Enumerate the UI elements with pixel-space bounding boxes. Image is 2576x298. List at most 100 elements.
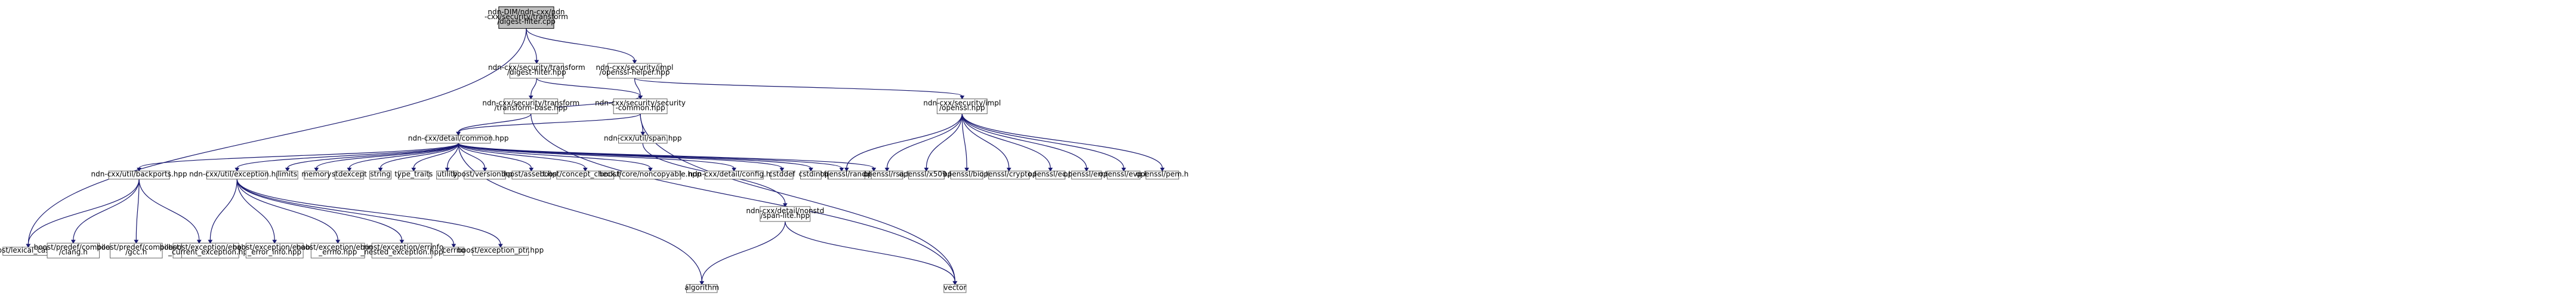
node-cstddef[interactable]: cstddef <box>769 170 795 180</box>
node-span-hpp[interactable]: ndn-cxx/util/span.hpp <box>604 134 682 144</box>
edge-detail_common_hpp-to-backports_hpp <box>138 143 459 168</box>
node-label-line: ndn-cxx/util/exception.hpp <box>189 170 285 179</box>
arrowhead-backports_hpp-to-predef_clang <box>70 239 76 244</box>
node-boost-version[interactable]: boost/version.hpp <box>453 170 517 180</box>
node-detail-config[interactable]: ndn-cxx/detail/config.hpp <box>689 170 780 180</box>
node-digest-filter-hpp[interactable]: ndn-cxx/security/transform/digest-filter… <box>488 63 585 79</box>
node-label-line: openssl/evp.h <box>1099 170 1149 179</box>
node-string[interactable]: string <box>369 170 391 180</box>
node-label-line: ndn-cxx/security/impl <box>596 63 674 72</box>
node-label-line: ndn-cxx/security/impl <box>923 99 1001 107</box>
edge-openssl_hpp-to-openssl_pem <box>961 113 1163 168</box>
node-openssl-ec[interactable]: openssl/ec.h <box>1028 170 1073 180</box>
edge-detail_common_hpp-to-boost_assert <box>458 143 532 168</box>
arrowhead-backports_hpp-to-predef_visualc <box>196 239 202 244</box>
node-label-line: openssl/ec.h <box>1028 170 1073 179</box>
node-span-lite[interactable]: ndn-cxx/detail/nonstd/span-lite.hpp <box>746 206 824 222</box>
edge-openssl_hpp-to-openssl_bio <box>961 113 967 168</box>
node-openssl-x509[interactable]: openssl/x509.h <box>899 170 954 180</box>
node-label-line: _nested_exception.hpp <box>360 248 443 256</box>
node-label-line: openssl/bio.h <box>943 170 990 179</box>
arrowhead-security_common_hpp-to-span_hpp <box>640 131 646 136</box>
node-label-line: ndn-cxx/util/span.hpp <box>604 134 682 143</box>
node-stdexcept[interactable]: stdexcept <box>332 170 367 180</box>
node-detail-common-hpp[interactable]: ndn-cxx/detail/common.hpp <box>408 134 509 144</box>
arrowhead-openssl_helper_hpp-to-openssl_hpp <box>960 96 965 100</box>
node-boost-noncopyable[interactable]: boost/core/noncopyable.hpp <box>599 170 701 180</box>
node-limits[interactable]: limits <box>276 170 298 180</box>
node-box <box>607 63 662 79</box>
node-box <box>509 63 564 79</box>
node-backports-hpp[interactable]: ndn-cxx/util/backports.hpp <box>91 170 187 180</box>
node-label-line: openssl/rand.h <box>820 170 873 179</box>
node-exception-hpp[interactable]: ndn-cxx/util/exception.hpp <box>189 170 285 180</box>
node-openssl-rsa[interactable]: openssl/rsa.h <box>863 170 911 180</box>
node-label-line: /transform-base.hpp <box>495 104 567 112</box>
node-algorithm[interactable]: algorithm <box>684 284 719 293</box>
edge-detail_common_hpp-to-algorithm <box>458 143 702 282</box>
node-label-line: /openssl-helper.hpp <box>600 68 670 76</box>
arrowhead-detail_common_hpp-to-type_traits <box>411 167 417 172</box>
node-label-line: boost/exception_ptr.hpp <box>457 246 544 254</box>
node-box <box>276 170 298 180</box>
node-exception-ptr[interactable]: boost/exception_ptr.hpp <box>457 246 544 256</box>
node-errinfo-nested[interactable]: boost/exception/errinfo_nested_exception… <box>360 242 443 259</box>
node-cstdint[interactable]: cstdint <box>798 170 823 180</box>
node-type-traits[interactable]: type_traits <box>394 170 433 180</box>
node-label-line: boost/exception/errinfo <box>296 243 380 251</box>
node-label-line: /openssl.hpp <box>939 104 985 112</box>
node-openssl-crypto[interactable]: openssl/crypto.h <box>979 170 1039 180</box>
edge-detail_common_hpp-to-boost_concept_check <box>458 143 586 168</box>
node-boost-concept-check[interactable]: boost/concept_check.hpp <box>539 170 631 180</box>
node-label-line: ndn-cxx/security/transform <box>482 99 579 107</box>
node-enable-current-exception[interactable]: boost/exception/enable_current_exception… <box>168 242 252 259</box>
arrowhead-detail_common_hpp-to-stdexcept <box>347 167 352 172</box>
node-predef-clang[interactable]: boost/predef/compiler/clang.h <box>34 242 113 259</box>
node-box <box>369 170 391 180</box>
node-box <box>760 206 811 222</box>
node-openssl-rand[interactable]: openssl/rand.h <box>820 170 873 180</box>
node-box <box>511 170 551 180</box>
edge-exception_hpp-to-enable_error_info <box>236 179 275 241</box>
node-label-line: string <box>370 170 390 179</box>
node-label-line: /span-lite.hpp <box>760 211 810 220</box>
arrowhead-exception_hpp-to-exception_ptr <box>498 244 503 248</box>
arrowhead-detail_common_hpp-to-backports_hpp <box>137 167 141 172</box>
node-box <box>464 170 506 180</box>
node-openssl-hpp[interactable]: ndn-cxx/security/impl/openssl.hpp <box>923 99 1001 115</box>
node-memory[interactable]: memory <box>301 170 331 180</box>
edge-detail_common_hpp-to-utility <box>446 143 459 168</box>
node-utility[interactable]: utility <box>436 170 459 180</box>
node-openssl-err[interactable]: openssl/err.h <box>1063 170 1109 180</box>
node-box <box>1145 170 1179 180</box>
node-boost-assert[interactable]: boost/assert.hpp <box>501 170 562 180</box>
node-errinfo-errno[interactable]: boost/exception/errinfo_errno.hpp <box>296 242 380 259</box>
node-box <box>1035 170 1066 180</box>
node-label-line: ndn-cxx/detail/config.hpp <box>689 170 780 179</box>
arrowhead-exception_hpp-to-cerrno <box>451 244 456 248</box>
node-cerrno[interactable]: cerrno <box>442 246 465 256</box>
node-security-common-hpp[interactable]: ndn-cxx/security/security-common.hpp <box>595 99 686 115</box>
node-box <box>1107 170 1141 180</box>
node-label-line: stdexcept <box>332 170 367 179</box>
node-openssl-evp[interactable]: openssl/evp.h <box>1099 170 1149 180</box>
node-enable-error-info[interactable]: boost/exception/enable_error_info.hpp <box>233 242 317 259</box>
node-vector[interactable]: vector <box>943 284 966 293</box>
node-label-line: boost/concept_check.hpp <box>539 170 631 179</box>
edge-span_lite-to-algorithm <box>701 221 786 282</box>
node-box <box>310 242 365 259</box>
node-label-line: boost/version.hpp <box>453 170 517 179</box>
node-predef-gcc[interactable]: boost/predef/compiler/gcc.h <box>97 242 176 259</box>
node-box <box>936 99 988 115</box>
node-label-line: memory <box>301 170 331 179</box>
node-openssl-pem[interactable]: openssl/pem.h <box>1136 170 1189 180</box>
node-label-line: _error_info.hpp <box>247 248 301 256</box>
edge-openssl_hpp-to-openssl_crypto <box>961 113 1010 168</box>
node-transform-base-hpp[interactable]: ndn-cxx/security/transform/transform-bas… <box>482 99 579 115</box>
node-label-line: vector <box>943 284 966 292</box>
arrowhead-root-to-openssl_helper_hpp <box>632 60 637 64</box>
node-openssl-helper-hpp[interactable]: ndn-cxx/security/impl/openssl-helper.hpp <box>596 63 674 79</box>
node-label-line: /gcc.h <box>125 248 147 256</box>
node-box <box>108 170 170 180</box>
node-openssl-bio[interactable]: openssl/bio.h <box>943 170 991 180</box>
